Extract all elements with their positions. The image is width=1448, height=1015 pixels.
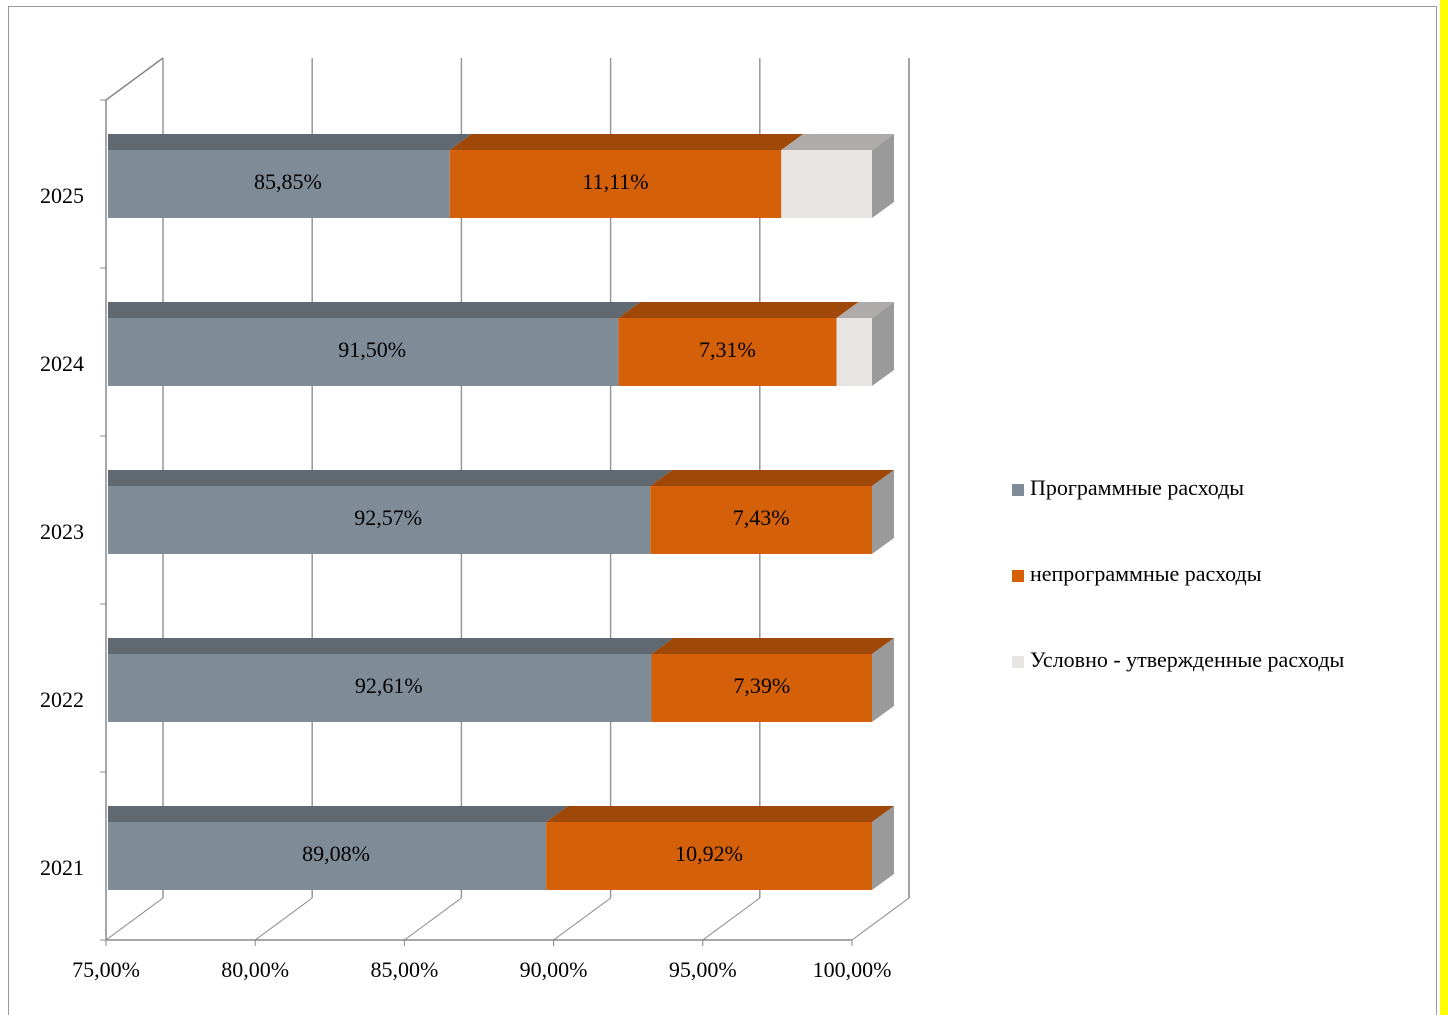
legend-label: Программные расходы: [1030, 475, 1244, 500]
bar-top: [781, 134, 894, 150]
data-label: 7,43%: [733, 505, 790, 530]
bar-top: [108, 470, 673, 486]
axes: 75,00% 80,00% 85,00% 90,00% 95,00% 100,00% 202…: [40, 57, 1345, 982]
bar-side: [872, 638, 894, 722]
floor-line: [105, 897, 164, 941]
x-tick-label: 75,00%: [72, 957, 140, 982]
bar-top: [108, 134, 472, 150]
x-tick-label: 80,00%: [221, 957, 289, 982]
bar: [108, 654, 652, 722]
y-tick-label: 2021: [40, 855, 84, 880]
bar-top: [651, 638, 894, 654]
y-tick-label: 2022: [40, 687, 84, 712]
bar: [108, 486, 651, 554]
floor-line: [254, 897, 313, 941]
legend-swatch: [1012, 656, 1024, 668]
bar-side: [872, 470, 894, 554]
bars: [108, 134, 894, 890]
data-label: 89,08%: [302, 841, 370, 866]
data-label: 92,61%: [355, 673, 423, 698]
legend-swatch: [1012, 570, 1024, 582]
bar: [108, 822, 547, 890]
bar-top: [618, 302, 859, 318]
bar-top: [449, 134, 804, 150]
x-tick-label: 95,00%: [669, 957, 737, 982]
x-tick-label: 90,00%: [520, 957, 588, 982]
bar-top: [546, 806, 894, 822]
bar: [449, 150, 782, 218]
data-label: 92,57%: [354, 505, 422, 530]
bar: [836, 318, 872, 386]
y-tick-label: 2024: [40, 351, 84, 376]
y-tick-label: 2023: [40, 519, 84, 544]
bar-top: [650, 470, 894, 486]
data-label: 7,31%: [699, 337, 756, 362]
bar: [546, 822, 872, 890]
bar-top: [108, 806, 569, 822]
data-label: 11,11%: [582, 169, 648, 194]
bar-top: [836, 302, 894, 318]
bar-top: [108, 638, 674, 654]
bar-side: [872, 302, 894, 386]
bar: [108, 318, 619, 386]
data-label: 7,39%: [733, 673, 790, 698]
y-axis-back: [105, 57, 164, 101]
data-label: 85,85%: [254, 169, 322, 194]
floor-line: [553, 897, 611, 941]
data-label: 91,50%: [338, 337, 406, 362]
bar: [651, 654, 872, 722]
bar: [650, 486, 872, 554]
bar: [108, 150, 450, 218]
legend-swatch: [1012, 484, 1024, 496]
legend-label: Условно - утвержденные расходы: [1030, 647, 1345, 672]
data-label: 10,92%: [675, 841, 743, 866]
x-tick-label: 85,00%: [370, 957, 438, 982]
legend-label: непрограммные расходы: [1030, 561, 1262, 586]
bar-side: [872, 806, 894, 890]
floor-line: [404, 897, 462, 941]
floor-line: [702, 897, 761, 941]
bar-top: [108, 302, 641, 318]
bar-side: [872, 134, 894, 218]
bar: [781, 150, 872, 218]
bar: [618, 318, 837, 386]
y-tick-label: 2025: [40, 183, 84, 208]
chart-border: [8, 6, 1437, 1015]
floor-line: [851, 897, 910, 941]
edge-stripe: [1440, 0, 1448, 1015]
x-tick-label: 100,00%: [813, 957, 892, 982]
